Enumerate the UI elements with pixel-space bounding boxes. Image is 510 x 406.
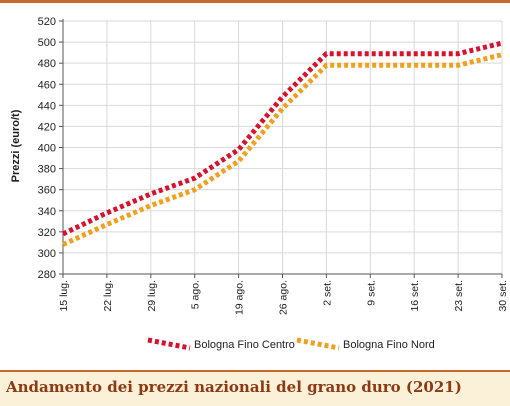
x-tick-label: 5 ago. bbox=[190, 280, 202, 309]
top-rule bbox=[0, 0, 510, 3]
y-axis-ticks: 280 300 320 340 360 380 400 420 440 460 480 500 520 bbox=[38, 16, 63, 281]
legend: Bologna Fino Centro Bologna Fino Nord bbox=[147, 337, 435, 351]
y-axis-label: Prezzi (euro/t) bbox=[10, 109, 22, 182]
chart-caption: Andamento dei prezzi nazionali del grano… bbox=[0, 370, 510, 406]
x-tick-label: 22 lug. bbox=[102, 280, 114, 312]
legend-swatch bbox=[296, 337, 340, 351]
x-tick-label: 9 set. bbox=[365, 280, 377, 306]
x-tick-label: 26 ago. bbox=[278, 280, 290, 315]
x-tick-label: 15 lug. bbox=[58, 280, 70, 312]
caption-title: Andamento dei prezzi nazionali del grano… bbox=[6, 378, 462, 396]
y-tick-label: 520 bbox=[38, 16, 56, 28]
y-tick-label: 420 bbox=[38, 121, 56, 133]
series-line-2 bbox=[61, 52, 503, 247]
legend-label: Bologna Fino Centro bbox=[194, 339, 295, 351]
x-tick-label: 16 set. bbox=[409, 280, 421, 312]
y-tick-label: 500 bbox=[38, 37, 56, 49]
x-tick-label: 30 set. bbox=[497, 280, 509, 312]
series-lines bbox=[61, 40, 503, 247]
legend-swatch bbox=[147, 337, 191, 351]
y-tick-label: 300 bbox=[38, 248, 56, 260]
grid bbox=[62, 20, 503, 275]
x-tick-label: 2 set. bbox=[321, 280, 333, 306]
legend-label: Bologna Fino Nord bbox=[343, 339, 435, 351]
x-axis-ticks: 15 lug. 22 lug. 29 lug. 5 ago. 19 ago. 26 ago… bbox=[58, 274, 509, 315]
y-tick-label: 480 bbox=[38, 58, 56, 70]
y-tick-label: 280 bbox=[38, 269, 56, 281]
price-line-chart: 280300320340360380400420440460480500520 … bbox=[10, 16, 509, 351]
x-tick-label: 29 lug. bbox=[146, 280, 158, 312]
y-tick-label: 320 bbox=[38, 227, 56, 239]
y-tick-label: 380 bbox=[38, 164, 56, 176]
series-line-1 bbox=[61, 40, 503, 237]
y-tick-label: 400 bbox=[38, 143, 56, 155]
y-tick-label: 440 bbox=[38, 100, 56, 112]
x-tick-label: 19 ago. bbox=[234, 280, 246, 315]
y-tick-label: 460 bbox=[38, 79, 56, 91]
y-tick-label: 360 bbox=[38, 185, 56, 197]
y-tick-label: 340 bbox=[38, 206, 56, 218]
x-tick-label: 23 set. bbox=[453, 280, 465, 312]
